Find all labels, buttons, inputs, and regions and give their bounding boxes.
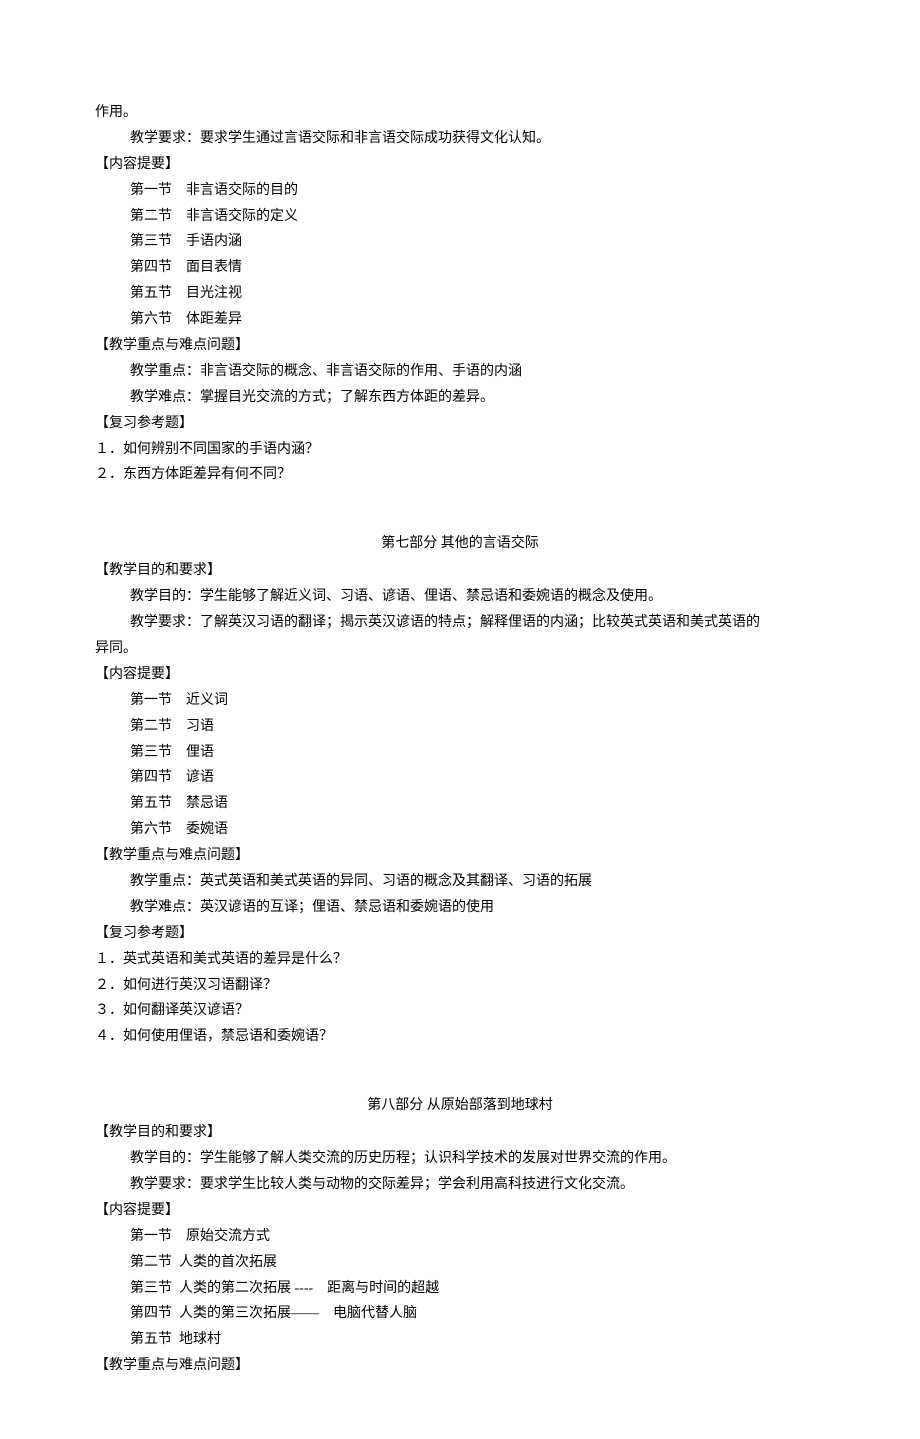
part6-review-header: 【复习参考题】 <box>95 411 825 437</box>
part6-content-header: 【内容提要】 <box>95 152 825 178</box>
part7-kd-header: 【教学重点与难点问题】 <box>95 843 825 869</box>
part7-q1: １．英式英语和美式英语的差异是什么？ <box>95 947 825 973</box>
part7-review-header: 【复习参考题】 <box>95 921 825 947</box>
part8-section-1: 第一节 原始交流方式 <box>95 1224 825 1250</box>
part7-obj-goal: 教学目的：学生能够了解近义词、习语、谚语、俚语、禁忌语和委婉语的概念及使用。 <box>95 584 825 610</box>
part7-q4: ４．如何使用俚语，禁忌语和委婉语？ <box>95 1024 825 1050</box>
top-teach-req: 教学要求：要求学生通过言语交际和非言语交际成功获得文化认知。 <box>95 126 825 152</box>
spacer <box>95 1050 825 1076</box>
part7-kd-diff: 教学难点：英汉谚语的互译；俚语、禁忌语和委婉语的使用 <box>95 895 825 921</box>
part7-obj-req-l2: 异同。 <box>95 636 825 662</box>
part8-obj-goal: 教学目的：学生能够了解人类交流的历史历程；认识科学技术的发展对世界交流的作用。 <box>95 1146 825 1172</box>
part8-section-3: 第三节 人类的第二次拓展 ---- 距离与时间的超越 <box>95 1276 825 1302</box>
part6-kd-header: 【教学重点与难点问题】 <box>95 333 825 359</box>
top-fragment: 作用。 <box>95 100 825 126</box>
part7-obj-header: 【教学目的和要求】 <box>95 558 825 584</box>
part7-section-4: 第四节 谚语 <box>95 765 825 791</box>
part8-section-4: 第四节 人类的第三次拓展—— 电脑代替人脑 <box>95 1301 825 1327</box>
part8-obj-header: 【教学目的和要求】 <box>95 1120 825 1146</box>
part6-section-1: 第一节 非言语交际的目的 <box>95 178 825 204</box>
part7-title: 第七部分 其他的言语交际 <box>95 531 825 557</box>
part8-title: 第八部分 从原始部落到地球村 <box>95 1093 825 1119</box>
part7-q2: ２．如何进行英汉习语翻译？ <box>95 973 825 999</box>
part6-section-3: 第三节 手语内涵 <box>95 229 825 255</box>
part6-q2: ２．东西方体距差异有何不同？ <box>95 462 825 488</box>
part6-kd-diff: 教学难点：掌握目光交流的方式；了解东西方体距的差异。 <box>95 385 825 411</box>
part7-section-5: 第五节 禁忌语 <box>95 791 825 817</box>
part8-content-header: 【内容提要】 <box>95 1198 825 1224</box>
part6-section-4: 第四节 面目表情 <box>95 255 825 281</box>
part7-content-header: 【内容提要】 <box>95 662 825 688</box>
part7-q3: ３．如何翻译英汉谚语？ <box>95 998 825 1024</box>
part7-obj-req-l1: 教学要求：了解英汉习语的翻译；揭示英汉谚语的特点；解释俚语的内涵；比较英式英语和… <box>95 610 825 636</box>
part7-section-2: 第二节 习语 <box>95 714 825 740</box>
spacer <box>95 488 825 514</box>
part6-q1: １．如何辨别不同国家的手语内涵？ <box>95 437 825 463</box>
part7-kd-point: 教学重点：英式英语和美式英语的异同、习语的概念及其翻译、习语的拓展 <box>95 869 825 895</box>
part8-kd-header: 【教学重点与难点问题】 <box>95 1353 825 1379</box>
part7-section-1: 第一节 近义词 <box>95 688 825 714</box>
part7-section-3: 第三节 俚语 <box>95 740 825 766</box>
part6-kd-point: 教学重点：非言语交际的概念、非言语交际的作用、手语的内涵 <box>95 359 825 385</box>
part7-section-6: 第六节 委婉语 <box>95 817 825 843</box>
part8-section-2: 第二节 人类的首次拓展 <box>95 1250 825 1276</box>
part8-obj-req: 教学要求：要求学生比较人类与动物的交际差异；学会利用高科技进行文化交流。 <box>95 1172 825 1198</box>
part6-section-2: 第二节 非言语交际的定义 <box>95 204 825 230</box>
part6-section-6: 第六节 体距差异 <box>95 307 825 333</box>
part8-section-5: 第五节 地球村 <box>95 1327 825 1353</box>
part6-section-5: 第五节 目光注视 <box>95 281 825 307</box>
